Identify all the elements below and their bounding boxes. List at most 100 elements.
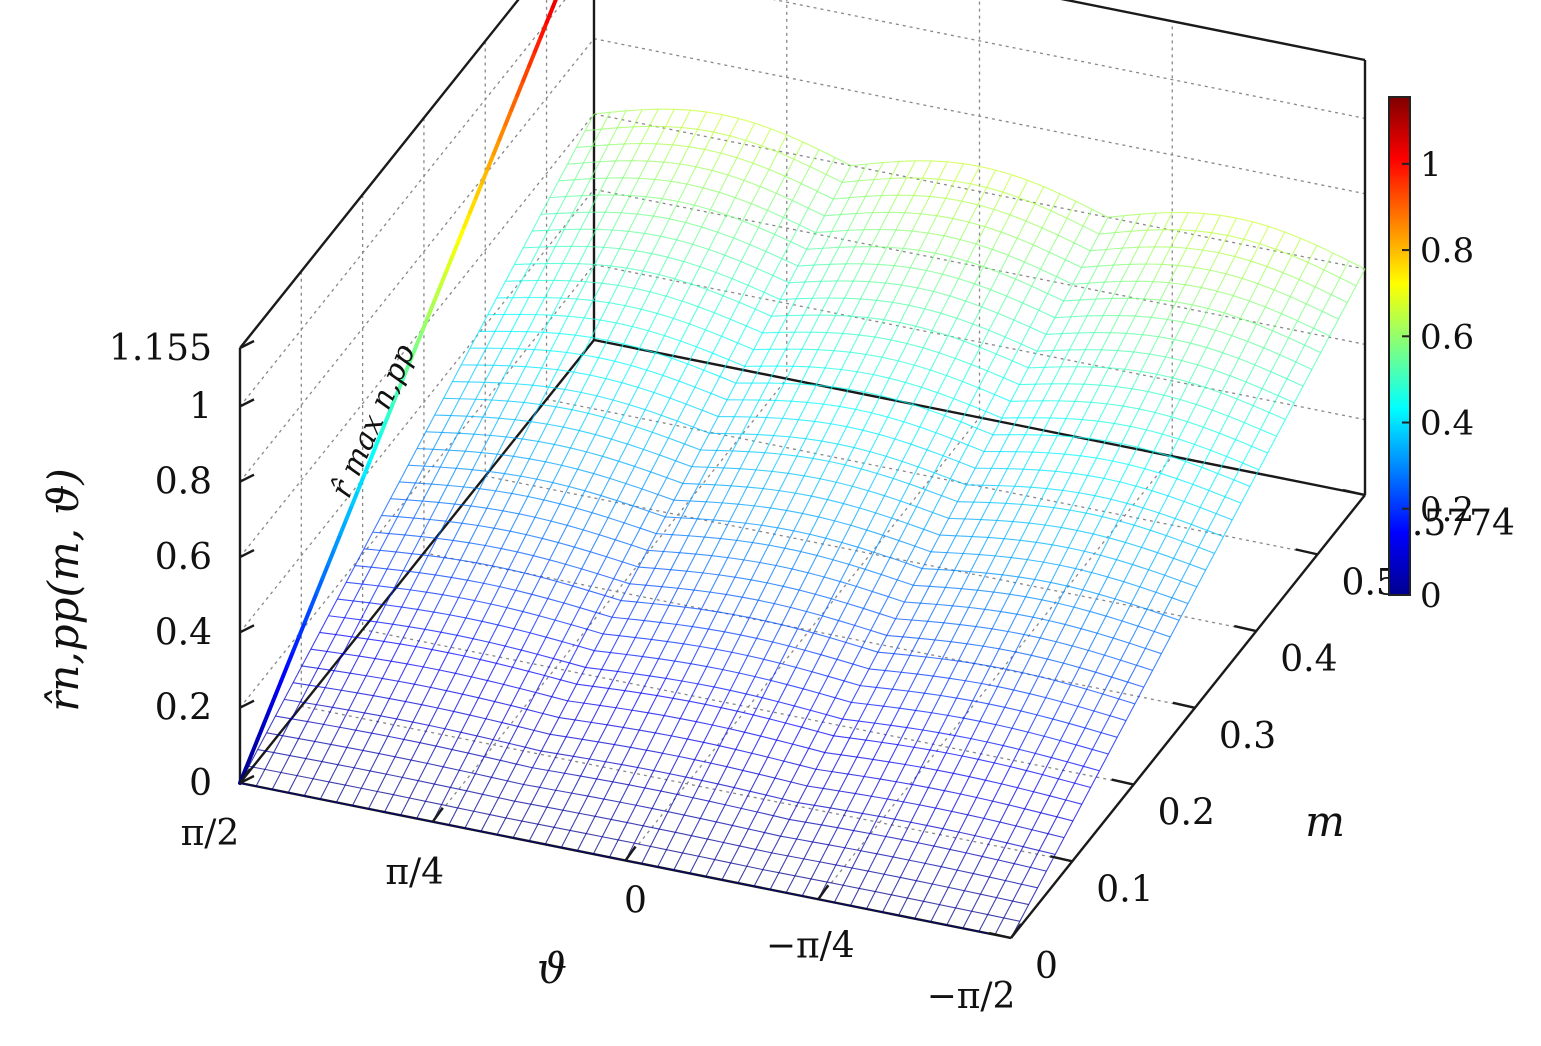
mesh-line — [1063, 662, 1080, 669]
mesh-line — [896, 399, 913, 406]
mesh-line — [1179, 381, 1190, 400]
mesh-line — [959, 607, 970, 625]
mesh-line — [582, 512, 593, 531]
mesh-line — [1034, 186, 1045, 205]
mesh-line — [823, 403, 840, 407]
mesh-line — [741, 807, 758, 813]
z-tick-label: 0.8 — [155, 462, 212, 503]
mesh-line — [589, 534, 600, 553]
mesh-line — [513, 628, 531, 634]
mesh-line — [1090, 384, 1101, 403]
mesh-line — [1106, 403, 1124, 407]
mesh-line — [1047, 816, 1058, 834]
mesh-line — [489, 417, 500, 436]
mesh-line — [1031, 829, 1049, 835]
mesh-line — [1097, 264, 1114, 267]
mesh-line — [705, 329, 722, 337]
mesh-line — [803, 458, 814, 477]
mesh-line — [532, 367, 543, 386]
mesh-line — [890, 339, 908, 345]
mesh-line — [464, 655, 481, 661]
mesh-line — [1031, 434, 1042, 453]
mesh-line — [464, 810, 475, 829]
mesh-line — [371, 732, 388, 737]
mesh-line — [366, 675, 383, 679]
mesh-line — [721, 335, 738, 344]
mesh-line — [898, 523, 909, 541]
mesh-line — [980, 502, 991, 520]
mesh-line — [912, 568, 923, 586]
mesh-line — [1200, 286, 1218, 292]
mesh-line — [436, 520, 447, 539]
mesh-line — [501, 548, 518, 553]
mesh-line — [929, 585, 946, 588]
mesh-line — [582, 337, 592, 356]
mesh-line — [1214, 536, 1224, 554]
mesh-line — [1256, 323, 1273, 332]
mesh-line — [419, 572, 436, 576]
mesh-line — [975, 609, 986, 627]
mesh-line — [646, 749, 663, 754]
mesh-line — [469, 697, 480, 716]
mesh-line — [1057, 435, 1074, 438]
mesh-line — [685, 386, 696, 405]
mesh-line — [923, 675, 934, 694]
mesh-line — [938, 732, 956, 737]
mesh-line — [1177, 421, 1188, 440]
mesh-line — [851, 850, 862, 869]
mesh-line — [658, 658, 675, 662]
mesh-line — [666, 460, 677, 478]
mesh-line — [432, 432, 443, 450]
mesh-line — [656, 143, 673, 146]
mesh-line — [828, 827, 839, 846]
mesh-line — [655, 516, 666, 534]
mesh-line — [1096, 440, 1106, 459]
mesh-line — [952, 200, 963, 219]
mesh-line — [686, 721, 697, 740]
mesh-line — [874, 177, 891, 181]
grid-line — [545, 0, 1318, 556]
mesh-line — [1105, 440, 1122, 445]
mesh-line — [556, 580, 573, 587]
mesh-line — [642, 270, 660, 276]
mesh-line — [354, 565, 372, 568]
mesh-line — [979, 165, 996, 171]
mesh-line — [399, 481, 416, 484]
mesh-line — [1036, 334, 1047, 352]
mesh-line — [1143, 670, 1154, 688]
mesh-line — [493, 527, 511, 532]
mesh-line — [808, 349, 819, 368]
mesh-line — [825, 157, 836, 175]
mesh-line — [647, 313, 658, 332]
mesh-line — [1156, 211, 1173, 214]
mesh-line — [720, 521, 730, 539]
mesh-line — [979, 703, 990, 722]
mesh-line — [443, 540, 454, 558]
mesh-line — [902, 636, 919, 639]
mesh-line — [507, 400, 524, 404]
mesh-line — [911, 602, 921, 621]
mesh-line — [1265, 306, 1282, 315]
mesh-line — [920, 586, 930, 604]
max-line-segment — [550, 0, 558, 10]
mesh-line — [803, 841, 814, 860]
mesh-line — [879, 613, 896, 620]
mesh-line — [667, 641, 684, 645]
mesh-line — [729, 135, 746, 141]
mesh-line — [1171, 416, 1188, 423]
mesh-line — [817, 349, 834, 352]
mesh-line — [888, 761, 906, 766]
mesh-line — [976, 796, 993, 802]
mesh-line — [1146, 212, 1157, 231]
mesh-line — [1000, 593, 1011, 612]
mesh-line — [694, 204, 711, 211]
mesh-line — [802, 895, 819, 900]
mesh-line — [1306, 303, 1323, 312]
mesh-line — [603, 633, 620, 637]
mesh-line — [821, 807, 831, 826]
mesh-line — [987, 536, 1005, 540]
mesh-line — [525, 366, 542, 369]
mesh-line — [885, 818, 896, 837]
mesh-line — [416, 431, 427, 449]
mesh-line — [743, 714, 754, 733]
